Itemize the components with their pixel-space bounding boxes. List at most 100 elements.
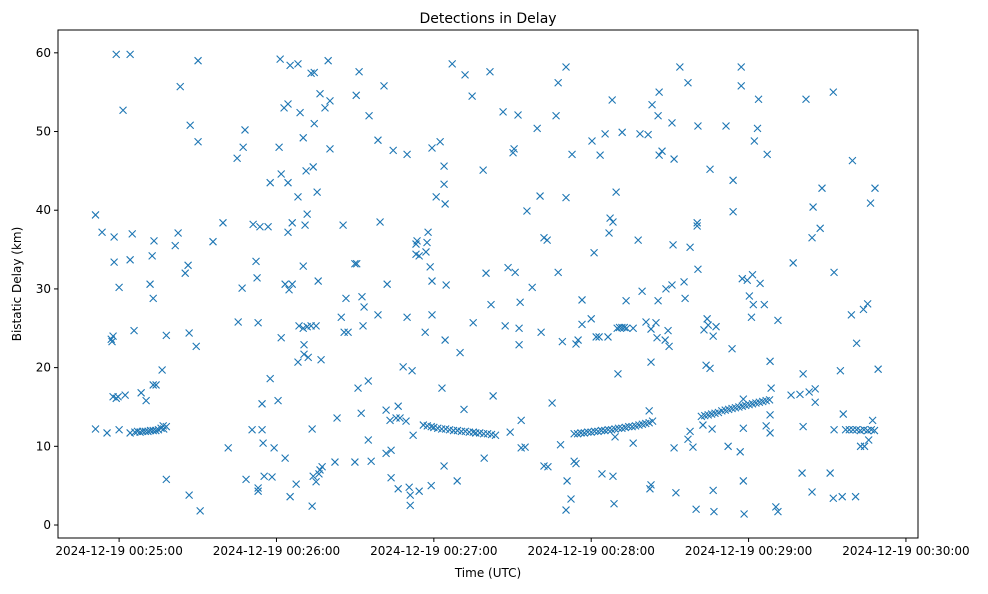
- data-point: [572, 459, 580, 468]
- data-point: [342, 294, 350, 303]
- data-point: [482, 269, 490, 278]
- data-point: [150, 237, 158, 245]
- data-point: [409, 431, 418, 440]
- data-point: [239, 143, 248, 152]
- data-point: [624, 422, 633, 431]
- data-point: [818, 184, 826, 193]
- data-point: [128, 229, 137, 238]
- data-point: [766, 357, 774, 366]
- data-point: [644, 130, 653, 139]
- data-point: [256, 222, 264, 231]
- data-point: [427, 422, 436, 431]
- data-point: [654, 296, 662, 305]
- data-point: [421, 328, 430, 337]
- data-point: [392, 414, 400, 422]
- data-point: [318, 462, 326, 471]
- data-point: [486, 67, 494, 76]
- data-point: [729, 207, 737, 216]
- data-point: [521, 443, 530, 451]
- data-point: [756, 279, 764, 288]
- x-tick-label: 2024-12-19 00:26:00: [213, 544, 340, 558]
- data-point: [692, 505, 701, 514]
- data-point: [186, 121, 195, 130]
- data-point: [441, 200, 450, 208]
- data-point: [91, 211, 100, 219]
- data-point: [774, 316, 782, 325]
- data-point: [504, 263, 512, 272]
- data-point: [515, 324, 523, 333]
- data-point: [152, 381, 160, 389]
- data-point: [288, 218, 297, 227]
- data-point: [808, 233, 816, 242]
- data-point: [314, 277, 323, 285]
- data-point: [300, 350, 308, 359]
- data-point: [728, 344, 736, 353]
- data-point: [838, 492, 847, 501]
- data-point: [294, 59, 302, 68]
- data-point: [91, 425, 100, 433]
- data-point: [693, 218, 702, 227]
- data-point: [303, 210, 312, 219]
- data-point: [642, 318, 650, 326]
- data-point: [112, 50, 121, 59]
- data-point: [354, 384, 362, 392]
- data-point: [588, 137, 596, 145]
- data-point: [681, 294, 689, 303]
- data-point: [241, 126, 249, 134]
- data-point: [841, 425, 850, 434]
- data-point: [299, 133, 308, 142]
- data-point: [684, 78, 692, 87]
- data-point: [826, 469, 835, 477]
- data-point: [352, 259, 361, 268]
- data-point: [460, 405, 468, 414]
- data-point: [360, 303, 368, 311]
- data-point: [317, 355, 325, 364]
- data-point: [578, 296, 586, 304]
- data-point: [440, 162, 448, 171]
- data-point: [301, 221, 309, 230]
- data-point: [738, 274, 747, 283]
- data-point: [374, 136, 382, 145]
- data-point: [849, 425, 857, 434]
- data-point: [763, 150, 772, 159]
- data-point: [304, 353, 313, 362]
- data-point: [654, 111, 662, 120]
- data-point: [647, 358, 655, 366]
- data-point: [554, 78, 563, 87]
- data-point: [428, 277, 436, 285]
- data-point: [739, 424, 748, 433]
- data-point: [816, 224, 825, 233]
- data-point: [284, 100, 292, 108]
- data-point: [121, 391, 130, 400]
- data-point: [686, 243, 694, 252]
- data-point: [284, 178, 292, 187]
- data-point: [376, 218, 384, 226]
- data-point: [583, 428, 592, 437]
- data-point: [426, 262, 435, 271]
- data-point: [351, 458, 359, 466]
- plot-frame: [57, 29, 919, 539]
- data-point: [572, 340, 580, 348]
- data-point: [115, 425, 123, 434]
- data-point: [158, 366, 167, 374]
- data-point: [604, 333, 612, 341]
- data-point: [406, 501, 415, 510]
- data-point: [516, 298, 525, 307]
- data-points: [91, 50, 883, 518]
- data-point: [598, 469, 606, 478]
- data-point: [194, 137, 202, 146]
- data-point: [114, 392, 122, 401]
- data-point: [774, 507, 782, 516]
- data-point: [568, 150, 576, 159]
- data-point: [310, 68, 319, 77]
- data-point: [874, 365, 883, 374]
- data-point: [544, 462, 552, 471]
- data-point: [351, 259, 359, 268]
- data-point: [442, 281, 451, 289]
- data-point: [830, 268, 838, 277]
- data-point: [312, 322, 320, 330]
- data-point: [852, 339, 861, 348]
- data-point: [860, 442, 869, 451]
- data-point: [415, 487, 424, 496]
